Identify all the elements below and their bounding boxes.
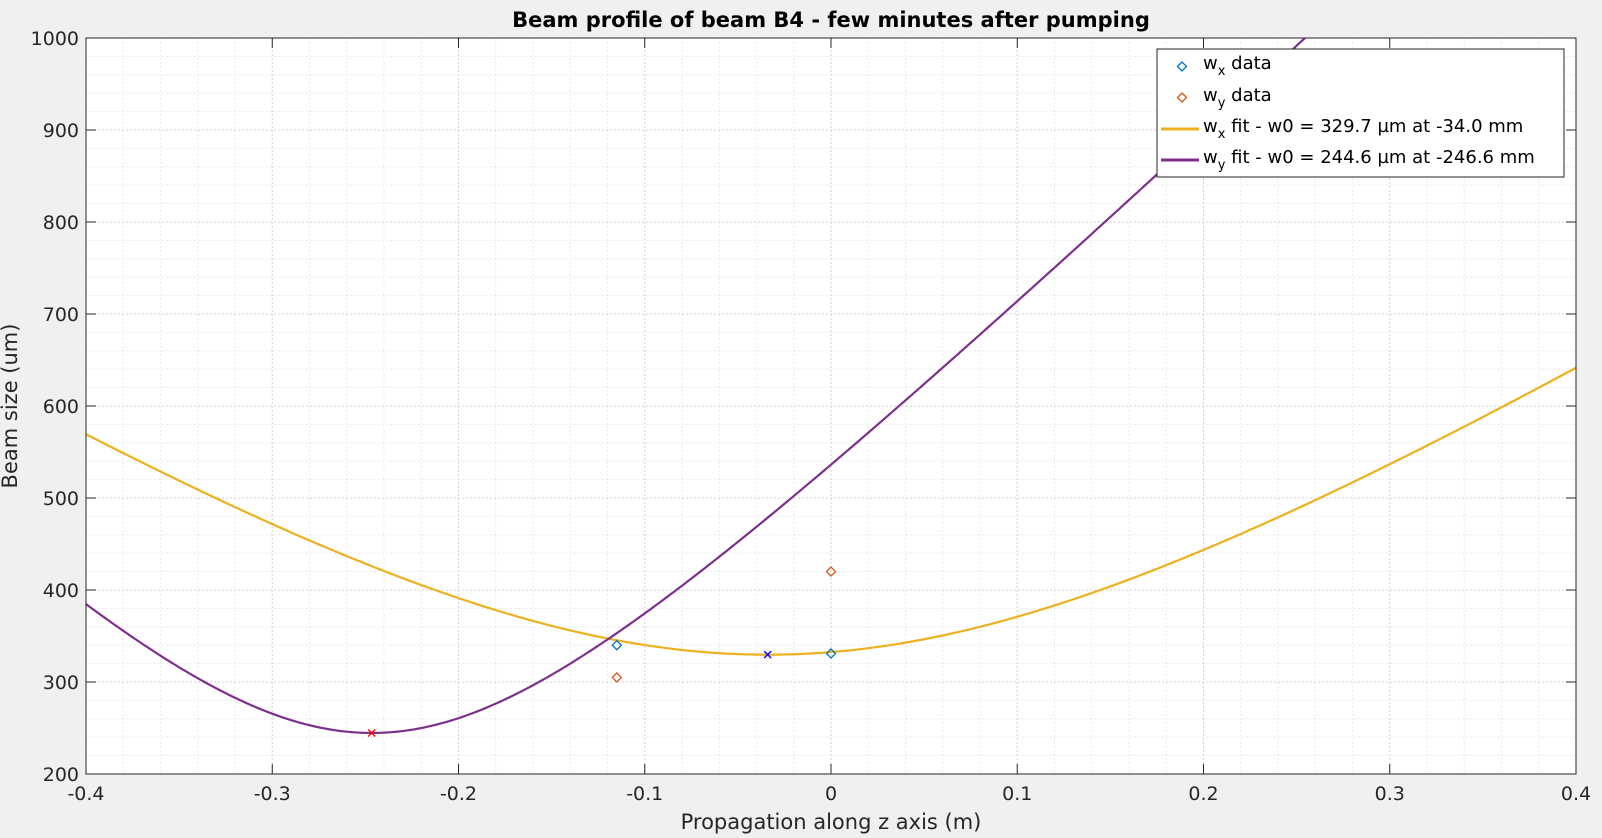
legend-text-rest: data	[1225, 85, 1271, 106]
x-tick-label: 0.3	[1375, 783, 1405, 805]
waist-marker	[367, 728, 376, 737]
data-point-wx-data	[825, 648, 837, 659]
legend: wx data wy data wx fit - w0 = 329.7 µm a…	[1156, 48, 1565, 178]
svg-text:wy fit - w0 = 244.6 µm at -246: wy fit - w0 = 244.6 µm at -246.6 mm	[1203, 147, 1535, 173]
legend-text-rest: fit - w0 = 329.7 µm at -34.0 mm	[1225, 116, 1523, 137]
data-point-wx-data	[611, 639, 623, 651]
chart-title: Beam profile of beam B4 - few minutes af…	[512, 8, 1150, 32]
legend-text-main: w	[1203, 53, 1218, 74]
y-tick-label: 500	[43, 488, 79, 510]
legend-text-main: w	[1203, 147, 1218, 168]
fit-line-wx-fit	[86, 366, 1576, 656]
legend-text-sub: y	[1218, 96, 1226, 111]
legend-text-main: w	[1203, 116, 1218, 137]
x-tick-label: 0.2	[1188, 783, 1218, 805]
y-tick-label: 1000	[31, 28, 79, 50]
legend-text-rest: fit - w0 = 244.6 µm at -246.6 mm	[1225, 147, 1534, 168]
x-tick-label: -0.3	[254, 783, 291, 805]
y-axis-label: Beam size (um)	[0, 324, 22, 489]
y-tick-label: 700	[43, 304, 79, 326]
x-tick-label: -0.4	[67, 783, 104, 805]
x-axis-label: Propagation along z axis (m)	[681, 810, 982, 834]
legend-entry-wy-fit: wy fit - w0 = 244.6 µm at -246.6 mm	[1161, 147, 1535, 173]
legend-text-sub: x	[1218, 64, 1226, 79]
y-tick-label: 800	[43, 212, 79, 234]
legend-entry-wy-data: wy data	[1176, 85, 1272, 111]
y-tick-label: 600	[43, 396, 79, 418]
legend-text-rest: data	[1225, 53, 1271, 74]
waist-marker	[763, 650, 772, 659]
legend-box	[1156, 48, 1565, 178]
y-tick-label: 200	[43, 764, 79, 786]
legend-text-sub: y	[1218, 158, 1226, 173]
x-tick-labels: -0.4 -0.3 -0.2 -0.1 0 0.1 0.2 0.3 0.4	[67, 783, 1591, 805]
fit-lines	[86, 38, 1576, 735]
x-tick-label: 0.1	[1002, 783, 1032, 805]
data-point-wy-data	[825, 566, 837, 578]
y-tick-label: 900	[43, 120, 79, 142]
svg-text:wy data: wy data	[1203, 85, 1272, 111]
y-tick-label: 400	[43, 580, 79, 602]
axis-ticks	[85, 37, 1577, 775]
legend-entry-wx-fit: wx fit - w0 = 329.7 µm at -34.0 mm	[1161, 116, 1523, 142]
y-tick-label: 300	[43, 672, 79, 694]
legend-text-main: w	[1203, 85, 1218, 106]
legend-marker-wx-data	[1176, 61, 1188, 72]
legend-entry-wx-data: wx data	[1176, 53, 1272, 79]
x-tick-label: 0	[825, 783, 837, 805]
data-point-wy-data	[611, 671, 623, 683]
x-tick-label: -0.2	[440, 783, 477, 805]
legend-marker-wy-data	[1176, 92, 1188, 103]
x-tick-label: -0.1	[626, 783, 663, 805]
svg-text:wx fit - w0 = 329.7 µm at -34.: wx fit - w0 = 329.7 µm at -34.0 mm	[1203, 116, 1523, 142]
data-markers	[367, 566, 837, 737]
x-tick-label: 0.4	[1561, 783, 1591, 805]
legend-text-sub: x	[1218, 127, 1226, 142]
fit-line-wy-fit	[86, 38, 1307, 735]
y-tick-labels: 200 300 400 500 600 700 800 900 1000	[31, 28, 79, 786]
svg-text:wx data: wx data	[1203, 53, 1272, 79]
